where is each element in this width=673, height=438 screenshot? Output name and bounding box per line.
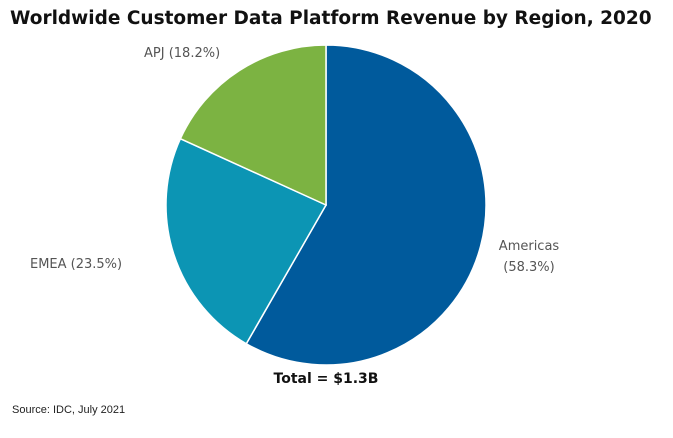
pie-slice-apj	[179, 44, 327, 207]
pie-slice-emea	[165, 137, 328, 345]
total-label: Total = $1.3B	[274, 371, 379, 387]
slice-label-apj: APJ (18.2%)	[144, 46, 220, 61]
pie-slices	[165, 44, 487, 366]
slice-label-americas: Americas	[499, 239, 560, 254]
pie-slice-americas	[245, 44, 487, 366]
slice-label-americas-percent: (58.3%)	[503, 260, 554, 275]
chart-title: Worldwide Customer Data Platform Revenue…	[10, 8, 652, 29]
slice-label-emea: EMEA (23.5%)	[30, 257, 122, 272]
source-note: Source: IDC, July 2021	[12, 404, 126, 416]
